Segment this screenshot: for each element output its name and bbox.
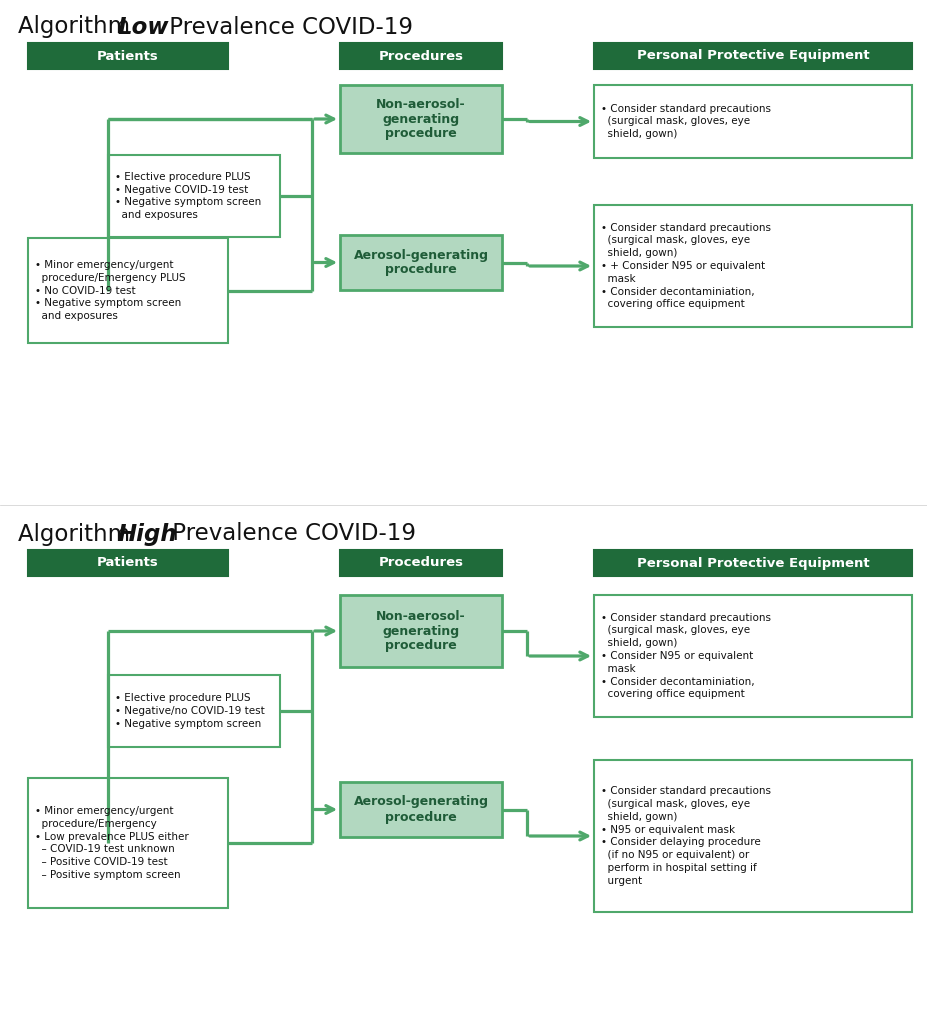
Text: • Minor emergency/urgent
  procedure/Emergency PLUS
• No COVID-19 test
• Negativ: • Minor emergency/urgent procedure/Emerg… <box>35 260 185 322</box>
Text: Personal Protective Equipment: Personal Protective Equipment <box>637 49 870 62</box>
Bar <box>28 550 228 575</box>
Text: Non-aerosol-
generating
procedure: Non-aerosol- generating procedure <box>376 609 465 652</box>
Text: Patients: Patients <box>97 49 159 62</box>
Bar <box>340 782 502 837</box>
Text: Low: Low <box>118 15 170 39</box>
Bar <box>28 778 228 908</box>
Text: Personal Protective Equipment: Personal Protective Equipment <box>637 556 870 569</box>
Text: • Minor emergency/urgent
  procedure/Emergency
• Low prevalence PLUS either
  – : • Minor emergency/urgent procedure/Emerg… <box>35 806 189 880</box>
Text: Non-aerosol-
generating
procedure: Non-aerosol- generating procedure <box>376 97 465 140</box>
Text: • Consider standard precautions
  (surgical mask, gloves, eye
  shield, gown): • Consider standard precautions (surgica… <box>601 103 771 139</box>
Bar <box>340 234 502 290</box>
Bar <box>340 550 502 575</box>
Text: Procedures: Procedures <box>378 49 464 62</box>
Bar <box>28 238 228 343</box>
Text: Procedures: Procedures <box>378 556 464 569</box>
Text: Algorithm: Algorithm <box>18 15 137 39</box>
Bar <box>108 155 280 237</box>
Text: • Consider standard precautions
  (surgical mask, gloves, eye
  shield, gown)
• : • Consider standard precautions (surgica… <box>601 612 771 699</box>
Bar <box>340 43 502 69</box>
Bar <box>28 43 228 69</box>
Bar <box>594 550 912 575</box>
Bar <box>594 43 912 69</box>
Text: Aerosol-generating
procedure: Aerosol-generating procedure <box>353 796 489 823</box>
Text: Aerosol-generating
procedure: Aerosol-generating procedure <box>353 249 489 276</box>
Bar <box>594 85 912 158</box>
Text: Algorithm: Algorithm <box>18 522 137 546</box>
Bar <box>594 760 912 912</box>
Text: • Consider standard precautions
  (surgical mask, gloves, eye
  shield, gown)
• : • Consider standard precautions (surgica… <box>601 786 771 886</box>
Text: • Elective procedure PLUS
• Negative/no COVID-19 test
• Negative symptom screen: • Elective procedure PLUS • Negative/no … <box>115 693 265 729</box>
Bar <box>594 205 912 327</box>
Text: High: High <box>118 522 178 546</box>
Text: • Consider standard precautions
  (surgical mask, gloves, eye
  shield, gown)
• : • Consider standard precautions (surgica… <box>601 222 771 309</box>
Bar <box>340 595 502 667</box>
Bar <box>108 675 280 746</box>
Text: • Elective procedure PLUS
• Negative COVID-19 test
• Negative symptom screen
  a: • Elective procedure PLUS • Negative COV… <box>115 172 261 220</box>
Text: Patients: Patients <box>97 556 159 569</box>
Bar <box>340 85 502 153</box>
Text: Prevalence COVID-19: Prevalence COVID-19 <box>165 522 416 546</box>
Text: Prevalence COVID-19: Prevalence COVID-19 <box>162 15 413 39</box>
Bar <box>594 595 912 717</box>
